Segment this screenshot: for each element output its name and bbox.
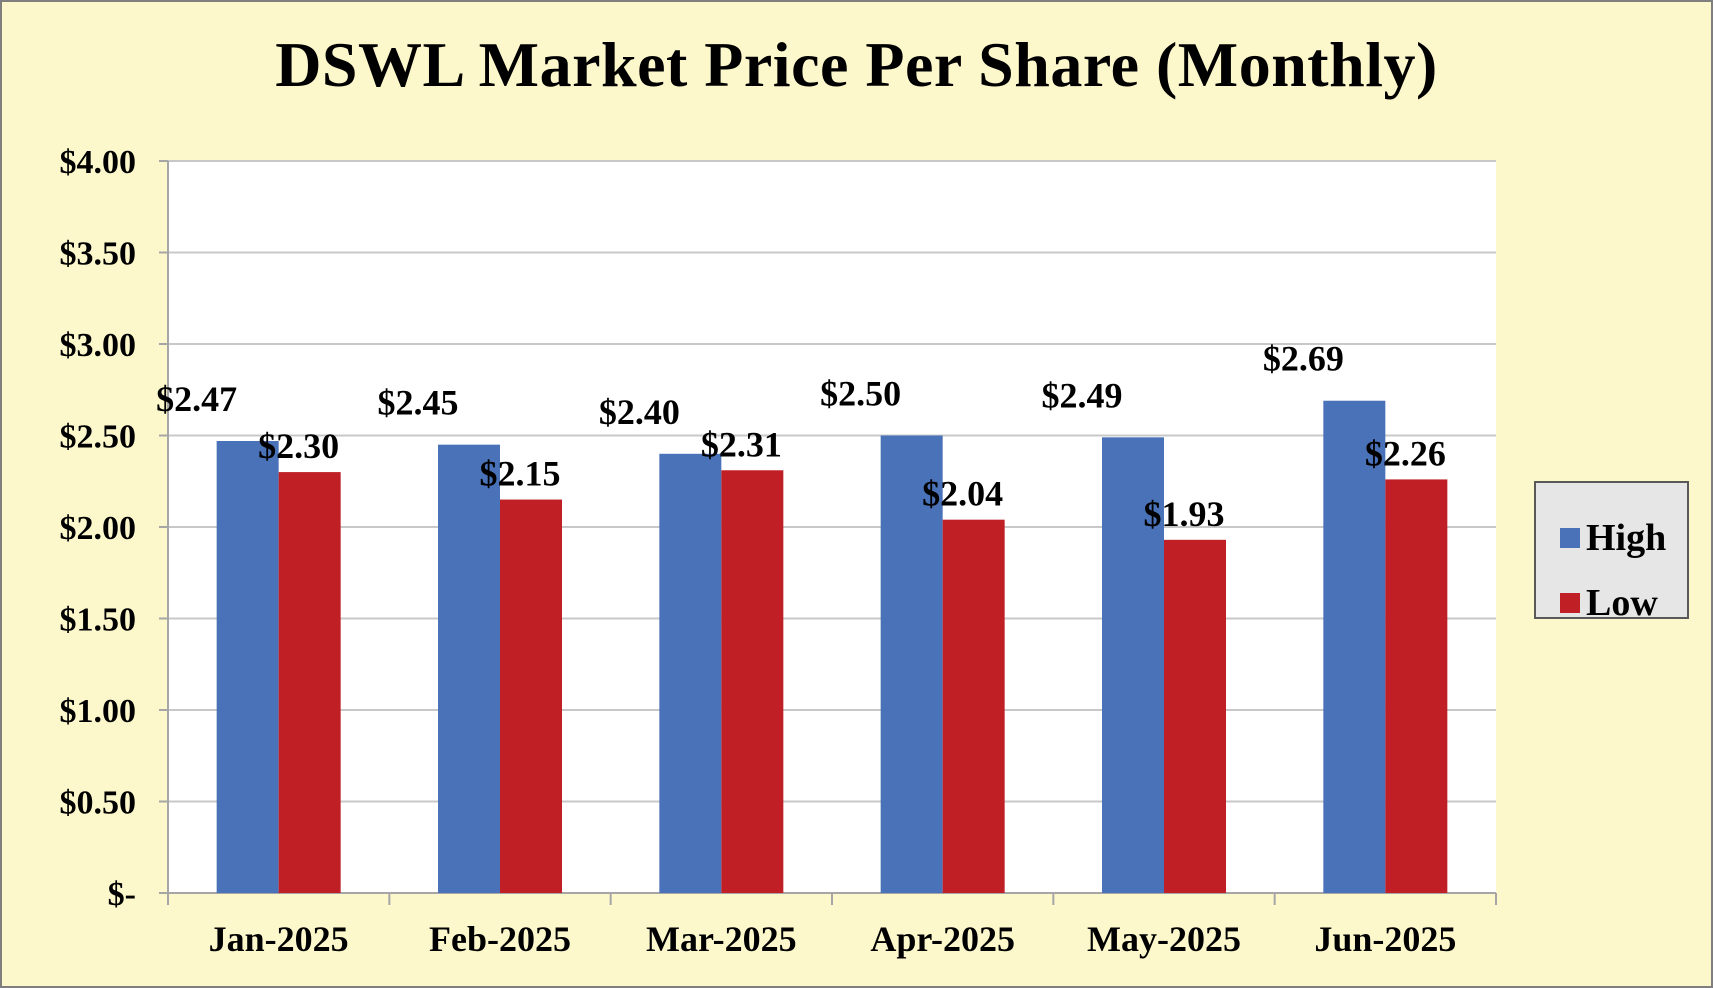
y-tick-label: $0.50 (60, 785, 137, 822)
data-label-high: $2.40 (599, 392, 680, 432)
bar-high-may-2025 (1102, 437, 1164, 893)
y-tick-label: $1.50 (60, 602, 137, 639)
y-tick-label: $2.00 (60, 510, 137, 547)
y-tick-label: $3.00 (60, 327, 137, 364)
bar-low-jun-2025 (1385, 479, 1448, 893)
bar-high-jun-2025 (1323, 400, 1386, 893)
y-tick-label: $3.50 (60, 236, 137, 273)
legend-label-low: Low (1586, 582, 1658, 624)
data-label-high: $2.45 (378, 383, 459, 423)
legend-swatch-high (1560, 528, 1580, 548)
bar-high-jan-2025 (216, 440, 279, 893)
legend-label-high: High (1586, 517, 1667, 559)
data-label-high: $2.69 (1263, 339, 1344, 379)
data-label-low: $2.15 (480, 454, 561, 494)
data-label-low: $1.93 (1144, 494, 1225, 534)
data-label-high: $2.49 (1042, 375, 1123, 415)
x-tick-label: Jun-2025 (1314, 919, 1456, 959)
bar-low-mar-2025 (721, 470, 784, 893)
x-tick-label: Feb-2025 (429, 919, 571, 959)
bar-low-apr-2025 (942, 519, 1005, 893)
bar-low-jan-2025 (278, 472, 341, 893)
data-label-low: $2.31 (701, 424, 782, 464)
y-tick-label: $1.00 (60, 693, 137, 730)
legend-item-high: High (1560, 517, 1667, 559)
x-tick-label: May-2025 (1087, 919, 1241, 959)
legend-swatch-low (1560, 593, 1580, 613)
bar-high-apr-2025 (880, 435, 943, 893)
bar-high-feb-2025 (438, 444, 500, 893)
data-label-low: $2.26 (1365, 433, 1446, 473)
x-tick-label: Jan-2025 (209, 919, 349, 959)
legend-item-low: Low (1560, 582, 1658, 624)
y-tick-label: $- (108, 876, 136, 913)
chart-title: DSWL Market Price Per Share (Monthly) (275, 29, 1438, 100)
y-tick-label: $2.50 (60, 419, 137, 456)
chart-legend: High Low (1534, 481, 1689, 624)
data-label-low: $2.30 (258, 426, 339, 466)
data-label-high: $2.50 (820, 374, 901, 414)
bar-low-may-2025 (1164, 539, 1226, 893)
data-label-high: $2.47 (156, 379, 237, 419)
x-tick-label: Apr-2025 (870, 919, 1015, 959)
data-label-low: $2.04 (922, 474, 1003, 514)
y-tick-label: $4.00 (60, 144, 137, 181)
x-tick-label: Mar-2025 (646, 919, 797, 959)
bar-high-mar-2025 (659, 453, 722, 893)
bar-low-feb-2025 (500, 499, 562, 893)
